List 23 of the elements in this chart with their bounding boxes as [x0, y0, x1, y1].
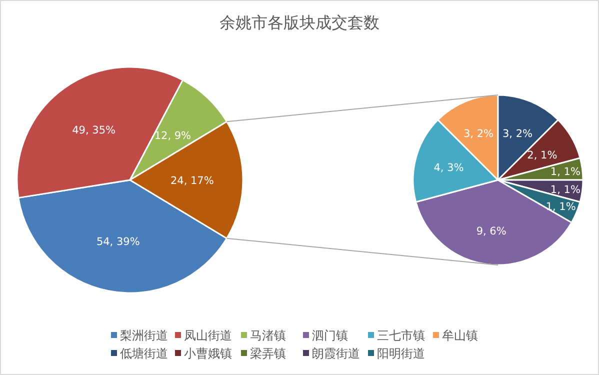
data-label: 1, 1% [550, 184, 580, 196]
chart-title: 余姚市各版块成交套数 [220, 13, 380, 32]
data-label: 9, 6% [476, 226, 506, 238]
data-label: 12, 9% [154, 130, 192, 142]
data-label: 3, 2% [463, 128, 494, 140]
legend-label: 梁弄镇 [250, 346, 286, 360]
legend-label: 三七市镇 [377, 328, 425, 342]
legend-label: 朗霞街道 [312, 346, 360, 360]
data-label: 3, 2% [502, 128, 533, 140]
data-label: 1, 1% [550, 166, 580, 178]
legend-label: 低塘街道 [120, 346, 168, 360]
legend-label: 泗门镇 [312, 328, 348, 342]
data-label: 4, 3% [434, 162, 464, 174]
legend-label: 阳明街道 [377, 346, 425, 360]
legend-label: 牟山镇 [442, 328, 478, 342]
legend-label: 梨洲街道 [120, 328, 168, 342]
data-label: 2, 1% [527, 150, 558, 162]
legend-label: 马渚镇 [250, 328, 286, 342]
data-label: 54, 39% [96, 236, 140, 248]
data-label: 49, 35% [72, 124, 116, 136]
legend-label: 凤山街道 [184, 328, 232, 342]
legend-label: 小曹娥镇 [184, 346, 232, 360]
data-label: 24, 17% [170, 175, 214, 187]
